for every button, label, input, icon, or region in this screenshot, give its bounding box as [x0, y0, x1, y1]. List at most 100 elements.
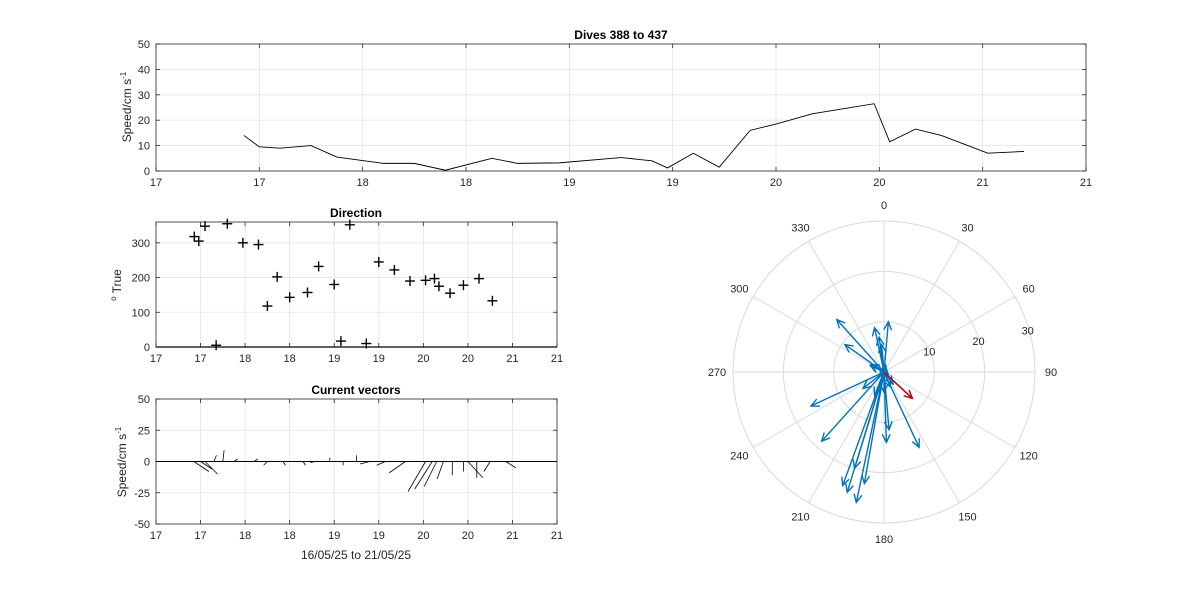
polar-theta-label: 330	[791, 222, 809, 234]
direction-xtick-label: 21	[551, 353, 563, 365]
direction-point	[335, 336, 346, 347]
polar-vector-shaft	[855, 371, 885, 503]
vectors-ytick-label: 50	[138, 394, 150, 406]
direction-ytick-label: 100	[132, 307, 150, 319]
direction-point	[389, 264, 400, 275]
current-vector	[483, 461, 491, 472]
vectors-ylabel: Speed/cm s-1	[114, 426, 129, 497]
polar-vector-shaft	[853, 371, 885, 469]
speed-xtick-label: 18	[460, 177, 472, 189]
current-vector	[213, 455, 217, 462]
speed-ylabel-text: Speed/cm s	[120, 79, 134, 142]
speed-line	[243, 103, 1025, 171]
vectors-ylabel-sup: -1	[114, 426, 123, 434]
current-vector	[200, 461, 213, 470]
polar-theta-label: 300	[730, 284, 748, 296]
polar-vector-shaft	[883, 321, 890, 373]
direction-point	[361, 338, 372, 349]
direction-point	[302, 287, 313, 298]
polar-vector	[883, 371, 920, 449]
direction-point	[445, 288, 456, 299]
speed-xtick-label: 19	[667, 177, 679, 189]
current-vector	[233, 458, 238, 462]
vectors-xtick-label: 21	[551, 530, 563, 542]
direction-ylabel-sup: o	[109, 296, 118, 301]
polar-highlight-vector-shaft	[883, 371, 913, 399]
polar-theta-label: 90	[1045, 367, 1057, 379]
direction-point	[329, 279, 340, 290]
polar-vector-head	[852, 459, 862, 470]
polar-vector-head	[868, 364, 880, 374]
polar-vector	[883, 320, 893, 373]
direction-point	[284, 292, 295, 303]
polar-theta-label: 240	[730, 451, 748, 463]
direction-point	[193, 236, 204, 247]
speed-xtick-label: 17	[150, 177, 162, 189]
direction-point	[474, 273, 485, 284]
polar-vector-head	[877, 342, 887, 354]
polar-vector	[853, 371, 885, 505]
speed-ytick-label: 10	[138, 141, 150, 153]
speed-ytick-label: 50	[138, 39, 150, 51]
polar-theta-label: 180	[875, 534, 893, 546]
direction-point	[373, 256, 384, 267]
direction-point	[429, 273, 440, 284]
current-vector	[414, 461, 433, 490]
direction-ytick-label: 0	[144, 342, 150, 354]
polar-vector-shaft	[810, 371, 885, 407]
speed-ylabel-sup: -1	[119, 71, 128, 79]
polar-spoke	[752, 371, 885, 448]
direction-point	[237, 237, 248, 248]
direction-point	[404, 276, 415, 287]
direction-xtick-label: 21	[506, 353, 518, 365]
polar-vector-shaft	[842, 371, 885, 486]
direction-panel: 17 17 18 18 19 19 20 20 21 21 0 100 200 300 Direction…	[109, 206, 563, 365]
speed-ytick-label: 40	[138, 64, 150, 76]
direction-point	[272, 271, 283, 282]
speed-ytick-label: 20	[138, 115, 150, 127]
vectors-xlabel: 16/05/25 to 21/05/25	[301, 548, 411, 562]
speed-ytick-label: 30	[138, 90, 150, 102]
direction-ylabel-text: True	[110, 269, 124, 294]
vectors-ytick-label: 0	[144, 457, 150, 469]
speed-xtick-label: 21	[1080, 177, 1092, 189]
polar-spoke	[883, 371, 1016, 448]
direction-xtick-label: 19	[373, 353, 385, 365]
polar-spoke	[752, 296, 885, 373]
current-vector	[263, 461, 268, 466]
vectors-xtick-label: 17	[150, 530, 162, 542]
polar-vector-shaft	[862, 371, 885, 389]
direction-point	[420, 275, 431, 286]
speed-ticks: 17 17 18 18 19 19 20 20 21 21 0 10 20 30 40 50	[138, 39, 1092, 189]
direction-point	[200, 221, 211, 232]
polar-theta-label: 0	[881, 200, 887, 212]
direction-xtick-label: 17	[150, 353, 162, 365]
polar-vector-head	[835, 318, 846, 329]
polar-vector	[879, 362, 889, 374]
direction-xtick-label: 18	[284, 353, 296, 365]
direction-point	[313, 261, 324, 272]
speed-panel: 17 17 18 18 19 19 20 20 21 21 0 10 20 30 40 50 Dives 38…	[119, 28, 1092, 189]
speed-xtick-label: 21	[977, 177, 989, 189]
speed-xtick-label: 20	[770, 177, 782, 189]
polar-vector	[875, 335, 885, 373]
polar-spoke	[808, 240, 885, 373]
polar-vector	[861, 371, 885, 390]
polar-r-label: 10	[923, 347, 935, 359]
direction-point	[262, 301, 273, 312]
polar-vector	[852, 371, 885, 470]
polar-vector-head	[853, 493, 863, 505]
polar-vector-head	[911, 438, 920, 449]
polar-vector-head	[841, 476, 850, 488]
speed-series	[243, 103, 1025, 171]
current-vector	[310, 461, 315, 464]
direction-point	[487, 295, 498, 306]
polar-vector-head	[809, 398, 821, 407]
vectors-xtick-label: 21	[506, 530, 518, 542]
vectors-xtick-label: 20	[462, 530, 474, 542]
polar-vector-shaft	[878, 337, 885, 373]
current-vector	[193, 461, 210, 472]
polar-highlight-vector	[883, 371, 914, 400]
